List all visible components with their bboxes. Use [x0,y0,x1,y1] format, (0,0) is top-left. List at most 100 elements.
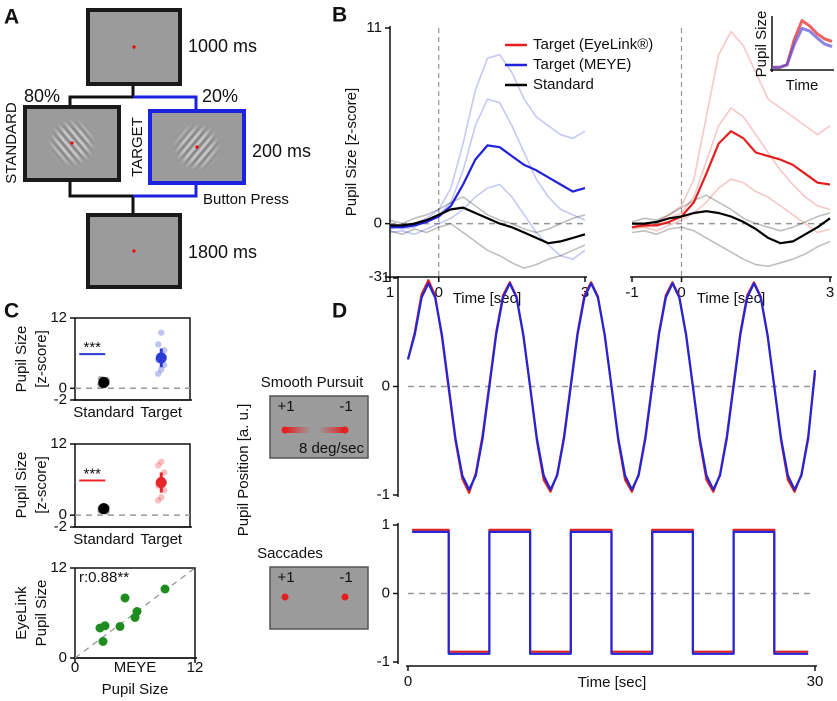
data-point [115,622,125,631]
condition-label: TARGET [129,117,146,177]
y-axis-label: Pupil Size [13,326,30,393]
condition-label: STANDARD [3,102,20,184]
y-tick-label: 0 [59,649,67,666]
fixation-dot [132,45,136,49]
y-tick-label: -3 [369,268,382,285]
y-tick-label: 12 [50,559,67,576]
connector [68,85,135,106]
data-point [98,637,108,646]
data-line [412,530,809,655]
mean-point [98,503,110,515]
annotation: r:0.88** [79,569,129,586]
x-tick-label: 0 [71,659,79,676]
panel-letter: B [332,4,347,27]
y-axis-label: EyeLink [13,586,30,640]
x-tick-label: 0 [435,284,443,301]
y-tick-label: 11 [366,19,382,36]
data-line [631,194,831,232]
data-line [772,26,833,69]
inset-title: Smooth Pursuit [261,374,364,391]
data-line [632,210,831,245]
data-point [100,621,110,631]
position-label: +1 [277,398,294,415]
data-point [120,593,130,603]
y-tick-label: 0 [382,584,390,601]
connector [68,180,135,215]
chart: 0 12 0 12 r:0.88** [50,559,203,676]
x-tick-label: Standard [73,531,134,548]
x-tick-label: 1 [386,284,394,301]
position-label: -1 [339,569,352,586]
connector [133,183,198,198]
y-tick-label: -2 [54,518,67,535]
data-line [412,528,809,653]
fixation-dot [195,145,199,149]
y-axis-label: Pupil Size [z-score] [343,88,360,216]
chart [770,16,834,72]
mean-point [98,376,110,388]
probability-label: 20% [202,86,238,106]
y-tick-label: 1 [382,269,390,286]
fixation-dot [132,249,136,253]
data-line [390,144,586,229]
legend: Target (EyeLink®) Target (MEYE) Standard [505,36,653,93]
x-axis-label: Time [sec] [697,290,766,307]
y-axis-label: Pupil Size [33,580,50,647]
x-tick-label: -1 [625,284,638,301]
x-axis-label: MEYE [114,659,157,676]
x-axis-label: Time [sec] [578,674,647,691]
x-axis-label: Pupil Size [102,681,169,698]
data-line [389,183,586,260]
data-line [389,98,586,230]
data-line [406,282,817,491]
significance-label: *** [83,339,101,356]
x-axis-label: Time [sec] [453,290,522,307]
data-line [631,30,831,228]
paradigm-diagram: 1000 ms 200 ms 1800 ms 80% 20% STANDARD … [3,8,311,289]
target-dot [341,426,349,434]
duration-label: 1800 ms [188,242,257,262]
chart: -1 0 3 [625,28,834,301]
panel-letter: D [332,300,347,323]
x-tick-label: 0 [677,284,685,301]
y-axis-label: [z-score] [33,456,50,514]
panel-letter: C [4,300,19,323]
x-tick-label: 0 [404,673,412,690]
mean-point [155,477,167,489]
x-tick-label: Standard [73,404,134,421]
data-line [389,53,586,230]
y-axis-label: Pupil Size [753,11,770,78]
data-line [631,130,831,229]
y-tick-label: 12 [50,309,67,326]
mean-point [155,352,167,364]
target-dot [341,593,349,601]
x-axis-label: Time [786,77,819,94]
target-dot [281,593,289,601]
y-tick-label: 12 [50,435,67,452]
y-axis-label: Pupil Size [13,452,30,519]
y-tick-label: -1 [377,653,390,670]
panel-letter: A [4,6,19,29]
data-point [158,494,165,501]
significance-label: *** [83,466,101,483]
data-line [390,206,586,245]
data-line [389,196,586,234]
duration-label: 200 ms [252,141,311,161]
data-line [389,222,586,269]
fixation-dot [70,141,74,145]
chart: -20 12 Standard Target *** [50,309,192,421]
motion-trail [319,427,345,433]
position-label: +1 [277,569,294,586]
data-line [631,178,831,234]
data-point [155,497,162,504]
target-dot [281,426,289,434]
data-point [158,366,165,373]
y-axis-label: Pupil Position [a. u.] [235,404,252,537]
legend-label: Target (MEYE) [533,56,631,73]
y-tick-label: 0 [59,506,67,523]
position-label: -1 [339,398,352,415]
duration-label: 1000 ms [188,36,257,56]
connector [133,95,198,111]
